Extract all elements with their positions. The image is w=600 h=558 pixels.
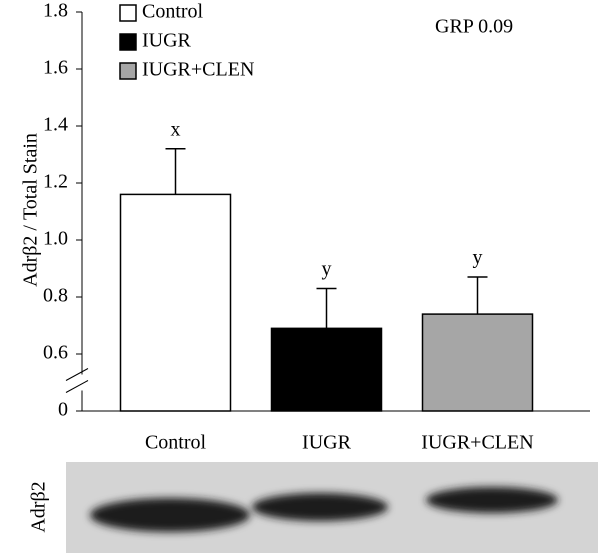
bar (119, 193, 232, 412)
legend-label: IUGR+CLEN (142, 59, 254, 81)
x-tick-label: IUGR+CLEN (421, 432, 533, 454)
bar (421, 313, 534, 412)
y-tick-label: 1.0 (43, 228, 68, 250)
blot-band (426, 487, 558, 513)
y-tick-label: 0.6 (43, 342, 68, 364)
y-tick-label: 1.6 (43, 57, 68, 79)
x-tick-label: Control (145, 432, 207, 454)
legend-swatch (119, 4, 137, 22)
legend-swatch (119, 33, 137, 51)
blot-band (252, 493, 388, 521)
legend-label: Control (142, 1, 204, 23)
significance-letter: y (473, 247, 483, 269)
y-tick-label: 1.8 (43, 0, 68, 22)
bar (270, 327, 383, 412)
legend-swatch (119, 62, 137, 80)
y-tick-label: 1.4 (43, 114, 68, 136)
axis-break (65, 368, 89, 381)
blot-band (90, 498, 250, 532)
y-tick-label: 0.8 (43, 285, 68, 307)
y-axis-label: Adrβ2 / Total Stain (20, 133, 42, 287)
y-tick-label: 1.2 (43, 171, 68, 193)
axis-break (65, 380, 89, 393)
legend-label: IUGR (142, 30, 192, 52)
blot-label: Adrβ2 (28, 481, 50, 532)
blot (66, 462, 598, 553)
x-tick-label: IUGR (302, 432, 352, 454)
significance-letter: y (322, 258, 332, 280)
annotation: GRP 0.09 (435, 16, 513, 38)
significance-letter: x (171, 118, 181, 140)
y-tick-label: 0 (58, 399, 68, 421)
